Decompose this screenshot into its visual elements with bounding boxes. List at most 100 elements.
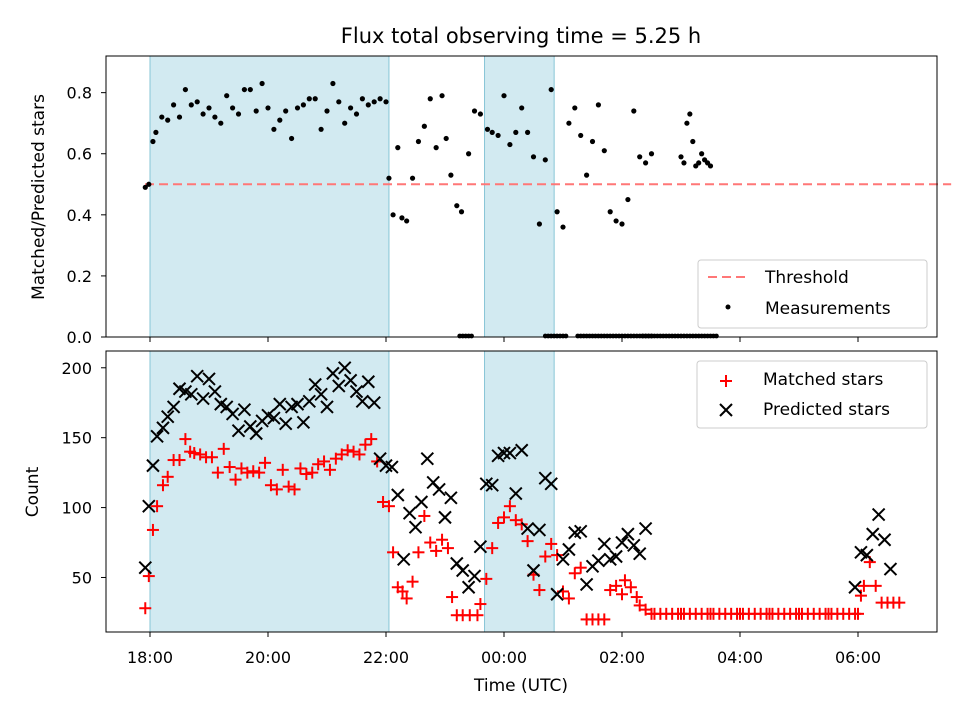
measurement-point xyxy=(696,160,702,166)
predicted-star-marker xyxy=(237,403,252,417)
predicted-star-marker xyxy=(438,510,452,525)
predicted-star-marker xyxy=(860,548,874,562)
measurement-point xyxy=(259,80,265,87)
matched-star-marker xyxy=(382,500,395,513)
count-y-tick-label: 200 xyxy=(61,359,92,378)
predicted-star-marker xyxy=(296,415,311,430)
measurements-legend-marker xyxy=(725,304,731,310)
measurement-point xyxy=(176,114,183,120)
measurement-point xyxy=(637,154,643,160)
ratio-y-ticks: 0.0 0.2 0.4 0.6 0.8 xyxy=(67,84,106,347)
threshold-legend-label: Threshold xyxy=(764,268,849,288)
matched-star-marker xyxy=(492,516,505,529)
matched-star-marker xyxy=(539,550,552,563)
predicted-star-marker xyxy=(432,482,446,497)
measurement-point xyxy=(471,108,478,114)
measurement-point xyxy=(365,102,371,108)
measurement-point xyxy=(443,135,449,142)
measurement-point xyxy=(324,108,330,114)
x-tick-label: 00:00 xyxy=(481,648,527,667)
predicted-star-marker xyxy=(632,547,647,561)
predicted-star-marker xyxy=(497,446,511,460)
count-y-axis-label: Count xyxy=(23,466,43,517)
measurement-point xyxy=(150,138,156,145)
count-axes-frame xyxy=(105,350,938,633)
predicted-star-marker xyxy=(160,409,175,424)
predicted-star-marker xyxy=(532,523,547,537)
matched-star-marker xyxy=(474,598,487,611)
matched-star-marker xyxy=(854,589,867,602)
predicted-star-marker xyxy=(520,521,535,536)
predicted-star-marker xyxy=(591,553,606,568)
predicted-legend-marker xyxy=(719,403,733,417)
measurement-point xyxy=(566,120,572,126)
matched-star-marker xyxy=(562,592,575,605)
measurement-point xyxy=(146,181,152,187)
measurement-point xyxy=(643,160,649,166)
measurement-point xyxy=(489,129,495,135)
ratio-axes-frame xyxy=(105,55,938,338)
matched-star-marker xyxy=(486,542,499,555)
matched-star-marker xyxy=(300,468,313,481)
matched-star-marker xyxy=(205,451,218,464)
predicted-star-marker xyxy=(467,569,482,583)
matched-star-marker xyxy=(503,500,516,513)
measurement-point xyxy=(159,114,165,120)
matched-star-marker xyxy=(151,500,164,513)
predicted-star-marker xyxy=(473,540,488,554)
measurement-point xyxy=(206,105,212,111)
predicted-star-marker xyxy=(367,396,381,410)
ratio-legend-frame xyxy=(697,259,928,329)
measurement-point xyxy=(687,111,693,117)
predicted-star-marker xyxy=(621,527,635,541)
measurement-point xyxy=(171,102,177,108)
ratio-legend: Threshold Measurements xyxy=(697,259,928,329)
matched-star-marker xyxy=(312,458,325,471)
matched-star-marker xyxy=(436,533,449,546)
matched-star-marker xyxy=(194,448,207,461)
measurement-point xyxy=(404,218,410,224)
predicted-star-marker xyxy=(579,577,594,592)
measurement-point xyxy=(589,138,596,145)
predicted-star-marker xyxy=(278,416,293,431)
count-y-ticks: 50 100 150 200 xyxy=(61,359,106,587)
matched-star-marker xyxy=(229,473,242,486)
measurement-point xyxy=(253,108,259,114)
matched-star-marker xyxy=(551,549,564,562)
measurement-point xyxy=(377,96,383,102)
matched-star-marker xyxy=(533,584,546,597)
measurement-point xyxy=(572,105,578,111)
measurement-point xyxy=(218,120,224,126)
shaded-observing-window xyxy=(484,55,555,338)
matched-star-marker xyxy=(480,572,493,585)
matched-star-marker xyxy=(217,442,230,455)
matched-star-marker xyxy=(849,607,862,620)
measurement-point xyxy=(554,209,560,215)
predicted-star-marker xyxy=(414,495,429,509)
matched-star-marker xyxy=(396,585,409,598)
predicted-star-marker xyxy=(202,372,216,386)
measurement-point xyxy=(607,209,613,215)
measurement-point xyxy=(294,105,301,111)
count-panel: 50 100 150 200 18:00 20:00 22:00 00:00 02:00 04:… xyxy=(23,350,938,696)
matched-star-marker xyxy=(341,444,354,457)
measurement-point xyxy=(684,120,690,126)
measurement-point xyxy=(501,93,507,99)
predicted-star-marker xyxy=(573,524,588,539)
matched-star-marker xyxy=(598,613,611,626)
measurement-point xyxy=(466,151,472,157)
measurement-point xyxy=(601,148,607,154)
predicted-star-marker xyxy=(402,506,417,520)
matched-star-marker xyxy=(188,447,201,460)
predicted-star-marker xyxy=(146,458,160,473)
predicted-star-marker xyxy=(302,394,317,409)
predicted-star-marker xyxy=(503,446,517,460)
predicted-star-marker xyxy=(190,369,204,383)
matched-star-marker xyxy=(146,523,159,536)
x-tick-label: 06:00 xyxy=(835,648,881,667)
predicted-star-marker xyxy=(485,478,499,492)
measurement-point xyxy=(619,221,625,227)
predicted-legend-label: Predicted stars xyxy=(763,400,890,420)
measurement-point xyxy=(699,151,705,157)
